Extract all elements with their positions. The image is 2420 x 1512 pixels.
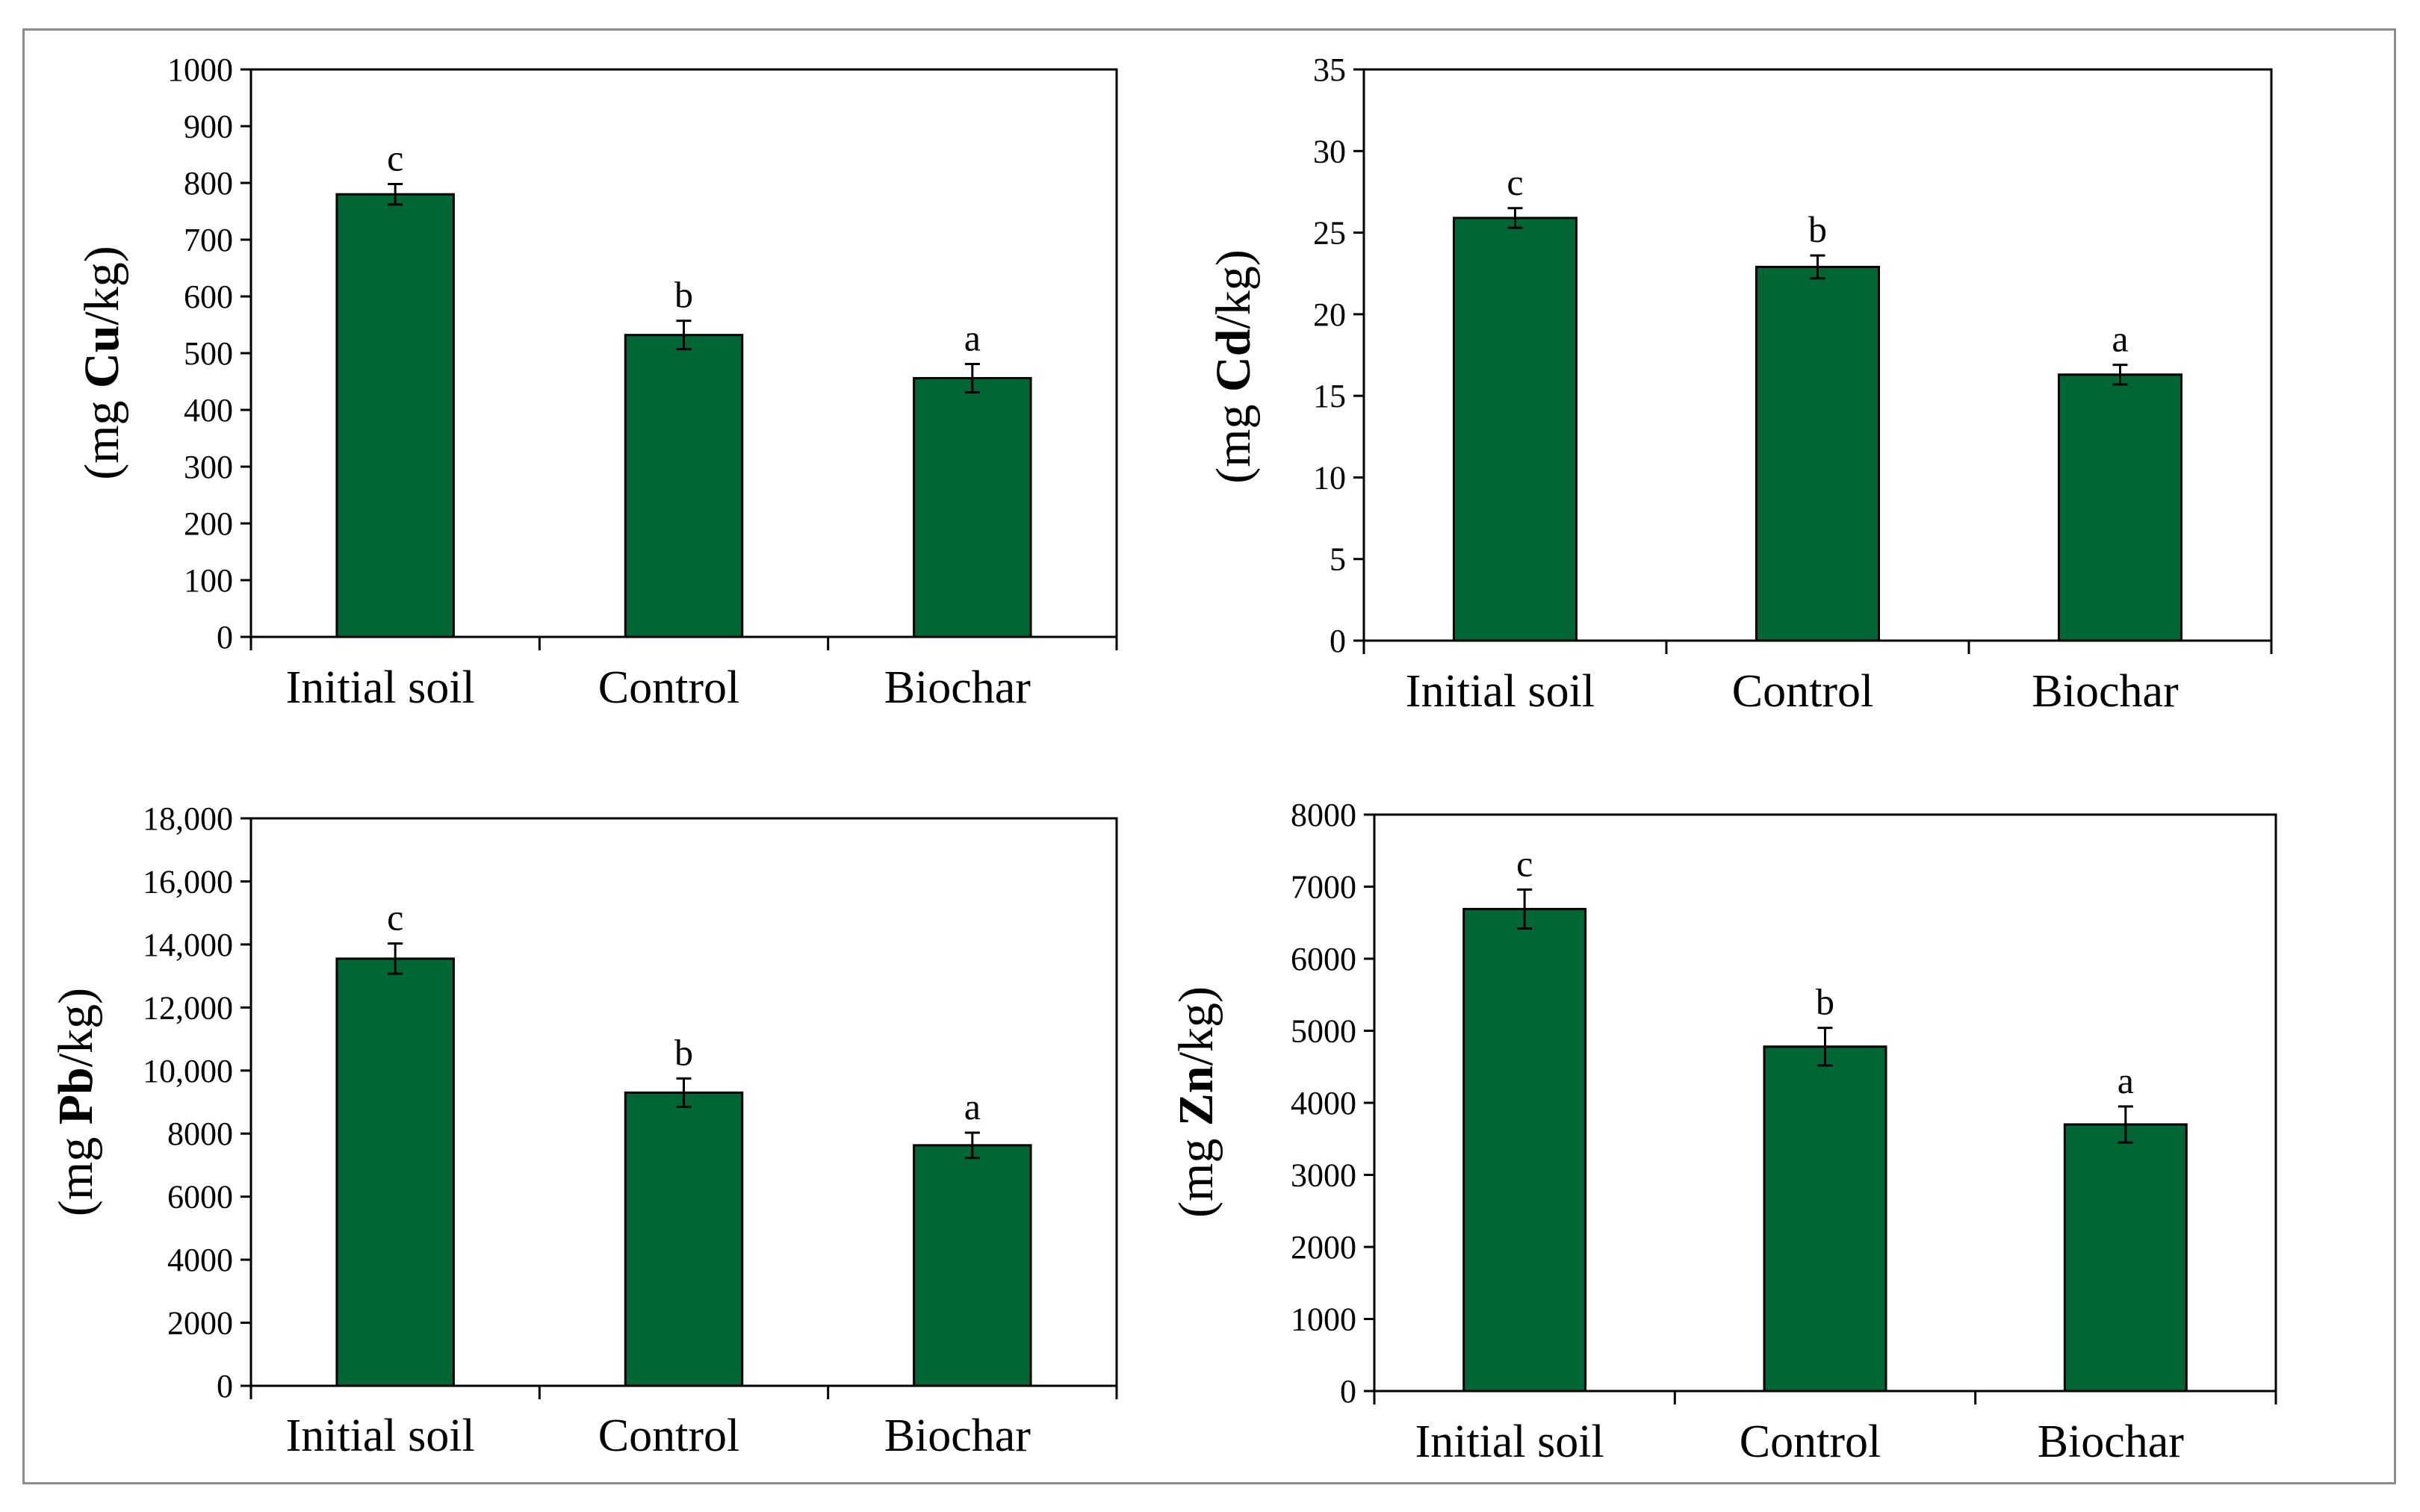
y-tick-label: 3000 <box>1291 1157 1356 1194</box>
y-tick-label: 18,000 <box>143 800 233 837</box>
y-tick-label: 100 <box>184 562 233 599</box>
x-category-label: Biochar <box>884 1410 1031 1461</box>
y-tick-label: 1000 <box>1291 1301 1356 1338</box>
chart-figure: 01002003004005006007008009001000cInitial… <box>49 52 2277 1467</box>
chart-panel-3: 0 2000 4000 6000 8000 10,000 12,000 14,000 16,00… <box>49 800 1118 1461</box>
chart-panel-4: 0 1000 2000 3000 4000 5000 6000 7000 8000 c Initia… <box>1169 797 2277 1467</box>
y-tick-label: 5000 <box>1291 1013 1356 1050</box>
y-tick-label: 0 <box>1330 623 1346 659</box>
y-tick-label: 8000 <box>167 1116 233 1152</box>
y-tick-label: 1000 <box>167 52 233 88</box>
bar-initial-soil <box>335 193 455 638</box>
y-tick-label: 10,000 <box>143 1053 233 1089</box>
significance-letter: c <box>1507 161 1523 203</box>
y-tick-label: 0 <box>1340 1373 1356 1410</box>
chart-panel-1: 0 100 200 300 400 500 600 700 800 900 1000 c Initial… <box>75 52 1118 713</box>
y-tick-label: 25 <box>1313 215 1346 252</box>
y-tick-label: 12,000 <box>143 989 233 1026</box>
x-category-label: Biochar <box>2032 666 2179 717</box>
significance-letter: b <box>674 1031 693 1073</box>
bar-control <box>1754 265 1881 642</box>
y-tick-label: 15 <box>1313 378 1346 414</box>
y-axis-label: (mg Cd/kg) <box>1206 249 1261 484</box>
y-tick-label: 400 <box>184 392 233 429</box>
y-tick-label: 16,000 <box>143 863 233 900</box>
y-tick-label: 30 <box>1313 133 1346 169</box>
y-axis-label: (mg Zn/kg) <box>1169 986 1223 1218</box>
y-tick-label: 8000 <box>1291 797 1356 833</box>
y-tick-label: 0 <box>217 1368 233 1404</box>
bar-control <box>624 334 744 638</box>
x-category-label: Initial soil <box>1406 666 1595 717</box>
y-tick-label: 6000 <box>1291 941 1356 977</box>
y-tick-label: 300 <box>184 449 233 485</box>
x-category-label: Biochar <box>2038 1416 2185 1467</box>
bar-initial-soil <box>1452 217 1578 642</box>
significance-letter: a <box>2112 318 2128 360</box>
bar-initial-soil <box>335 957 455 1387</box>
x-category-label: Initial soil <box>286 662 475 713</box>
x-category-label: Control <box>598 1410 739 1461</box>
significance-letter: a <box>2118 1060 2134 1101</box>
y-tick-label: 6000 <box>167 1179 233 1216</box>
x-category-label: Control <box>598 662 739 713</box>
y-axis-label: (mg Cu/kg) <box>75 246 129 480</box>
y-tick-label: 10 <box>1313 459 1346 496</box>
bar-biochar <box>913 376 1032 638</box>
x-category-label: Biochar <box>884 662 1031 713</box>
y-tick-label: 700 <box>184 222 233 258</box>
x-category-label: Initial soil <box>286 1410 475 1461</box>
y-tick-label: 900 <box>184 108 233 145</box>
significance-letter: c <box>387 897 403 939</box>
figure-frame: 0 100 200 300 400 500 600 700 800 900 1000 c Initial… <box>22 28 2396 1484</box>
y-axis-label: (mg Pb/kg) <box>49 988 103 1216</box>
y-tick-label: 4000 <box>167 1242 233 1278</box>
bar-control <box>1763 1045 1887 1393</box>
y-tick-label: 800 <box>184 165 233 202</box>
y-tick-label: 2000 <box>1291 1229 1356 1266</box>
bar-control <box>624 1091 744 1387</box>
y-tick-label: 500 <box>184 335 233 372</box>
bar-initial-soil <box>1462 907 1587 1393</box>
y-tick-label: 200 <box>184 505 233 542</box>
y-tick-label: 35 <box>1313 52 1346 88</box>
significance-letter: c <box>1516 842 1533 884</box>
y-tick-label: 2000 <box>167 1305 233 1342</box>
y-tick-label: 5 <box>1330 541 1346 578</box>
significance-letter: c <box>387 137 403 179</box>
y-tick-label: 7000 <box>1291 869 1356 906</box>
y-tick-label: 600 <box>184 279 233 315</box>
bar-biochar <box>2057 373 2183 642</box>
significance-letter: a <box>964 1086 981 1127</box>
x-category-label: Initial soil <box>1415 1416 1604 1467</box>
significance-letter: a <box>964 317 981 358</box>
x-category-label: Control <box>1740 1416 1881 1467</box>
x-category-label: Control <box>1732 666 1873 717</box>
y-tick-label: 14,000 <box>143 927 233 963</box>
y-tick-label: 4000 <box>1291 1085 1356 1121</box>
significance-letter: b <box>1808 208 1827 250</box>
y-tick-label: 20 <box>1313 296 1346 333</box>
significance-letter: b <box>1816 981 1834 1023</box>
chart-panel-2: 0 5 10 15 20 25 30 35 c Initial soil b Control a Bioc… <box>1206 52 2273 717</box>
bar-biochar <box>913 1144 1032 1387</box>
y-tick-label: 0 <box>217 619 233 656</box>
significance-letter: b <box>674 274 693 316</box>
bar-biochar <box>2063 1123 2188 1393</box>
